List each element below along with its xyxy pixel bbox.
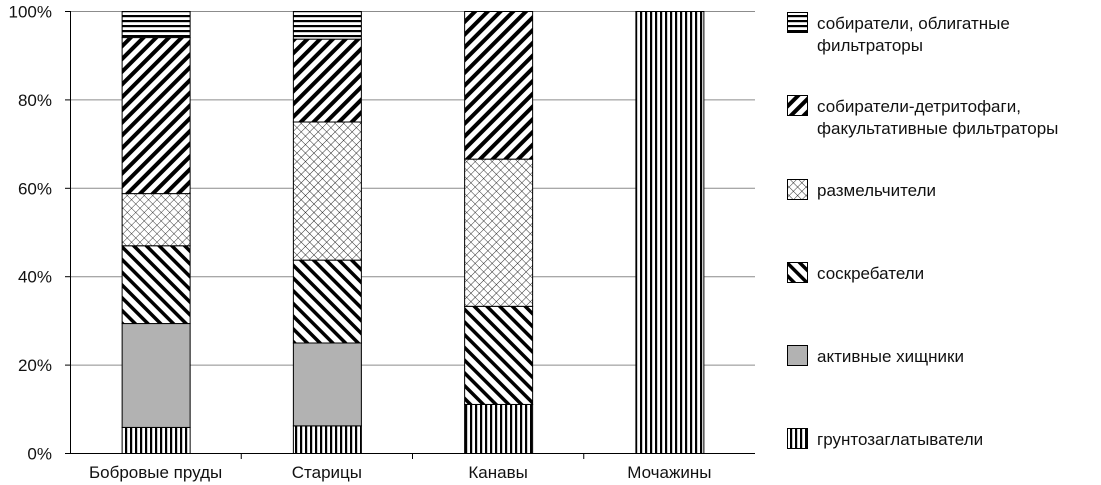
bar-segment — [121, 37, 191, 195]
bar-segment — [292, 38, 362, 123]
legend-swatch — [787, 262, 808, 283]
legend-label: собиратели-детритофаги, факультативные фи… — [817, 97, 1058, 138]
legend-label-line: факультативные фильтраторы — [817, 119, 1058, 138]
bar-segment — [635, 11, 705, 454]
bar-segment — [464, 305, 534, 405]
bar-segment — [292, 11, 362, 40]
legend-label: собиратели, облигатные фильтраторы — [817, 14, 1010, 55]
bar-segment — [292, 342, 362, 427]
y-tick-label: 20% — [18, 356, 52, 375]
y-tick-label: 80% — [18, 91, 52, 110]
bar-segment — [464, 11, 534, 160]
bar-segment — [464, 158, 534, 307]
legend-label: грунтозаглатыватели — [817, 430, 983, 449]
y-tick-label: 0% — [27, 445, 52, 464]
bar-segment — [292, 259, 362, 344]
legend-swatch — [787, 95, 808, 116]
legend-swatch — [787, 179, 808, 200]
legend-swatch — [787, 428, 808, 449]
legend-label-line: собиратели-детритофаги, — [817, 97, 1021, 116]
legend-label-line: грунтозаглатыватели — [817, 430, 983, 449]
y-tick-label: 60% — [18, 179, 52, 198]
legend-swatch — [787, 12, 808, 33]
bar-segment — [292, 425, 362, 454]
x-tick-label: Бобровые пруды — [89, 463, 222, 482]
legend-label-line: активные хищники — [817, 347, 964, 366]
legend-label: размельчители — [817, 181, 936, 200]
bar-segment — [121, 323, 191, 428]
bar-segment — [121, 245, 191, 325]
bar-segment — [292, 121, 362, 261]
legend-label-line: размельчители — [817, 181, 936, 200]
bar-segment — [464, 403, 534, 454]
legend-label: активные хищники — [817, 347, 964, 366]
legend-swatch — [787, 345, 808, 366]
y-tick-label: 100% — [9, 3, 52, 22]
bar-segment — [121, 193, 191, 247]
legend-label-line: фильтраторы — [817, 36, 923, 55]
bar-segment — [121, 11, 191, 39]
x-tick-label: Мочажины — [627, 463, 711, 482]
legend-label-line: соскребатели — [817, 264, 924, 283]
x-tick-label: Канавы — [468, 463, 527, 482]
x-tick-label: Старицы — [292, 463, 362, 482]
bar-segment — [121, 426, 191, 454]
y-tick-label: 40% — [18, 268, 52, 287]
legend-label-line: собиратели, облигатные — [817, 14, 1010, 33]
legend-label: соскребатели — [817, 264, 924, 283]
